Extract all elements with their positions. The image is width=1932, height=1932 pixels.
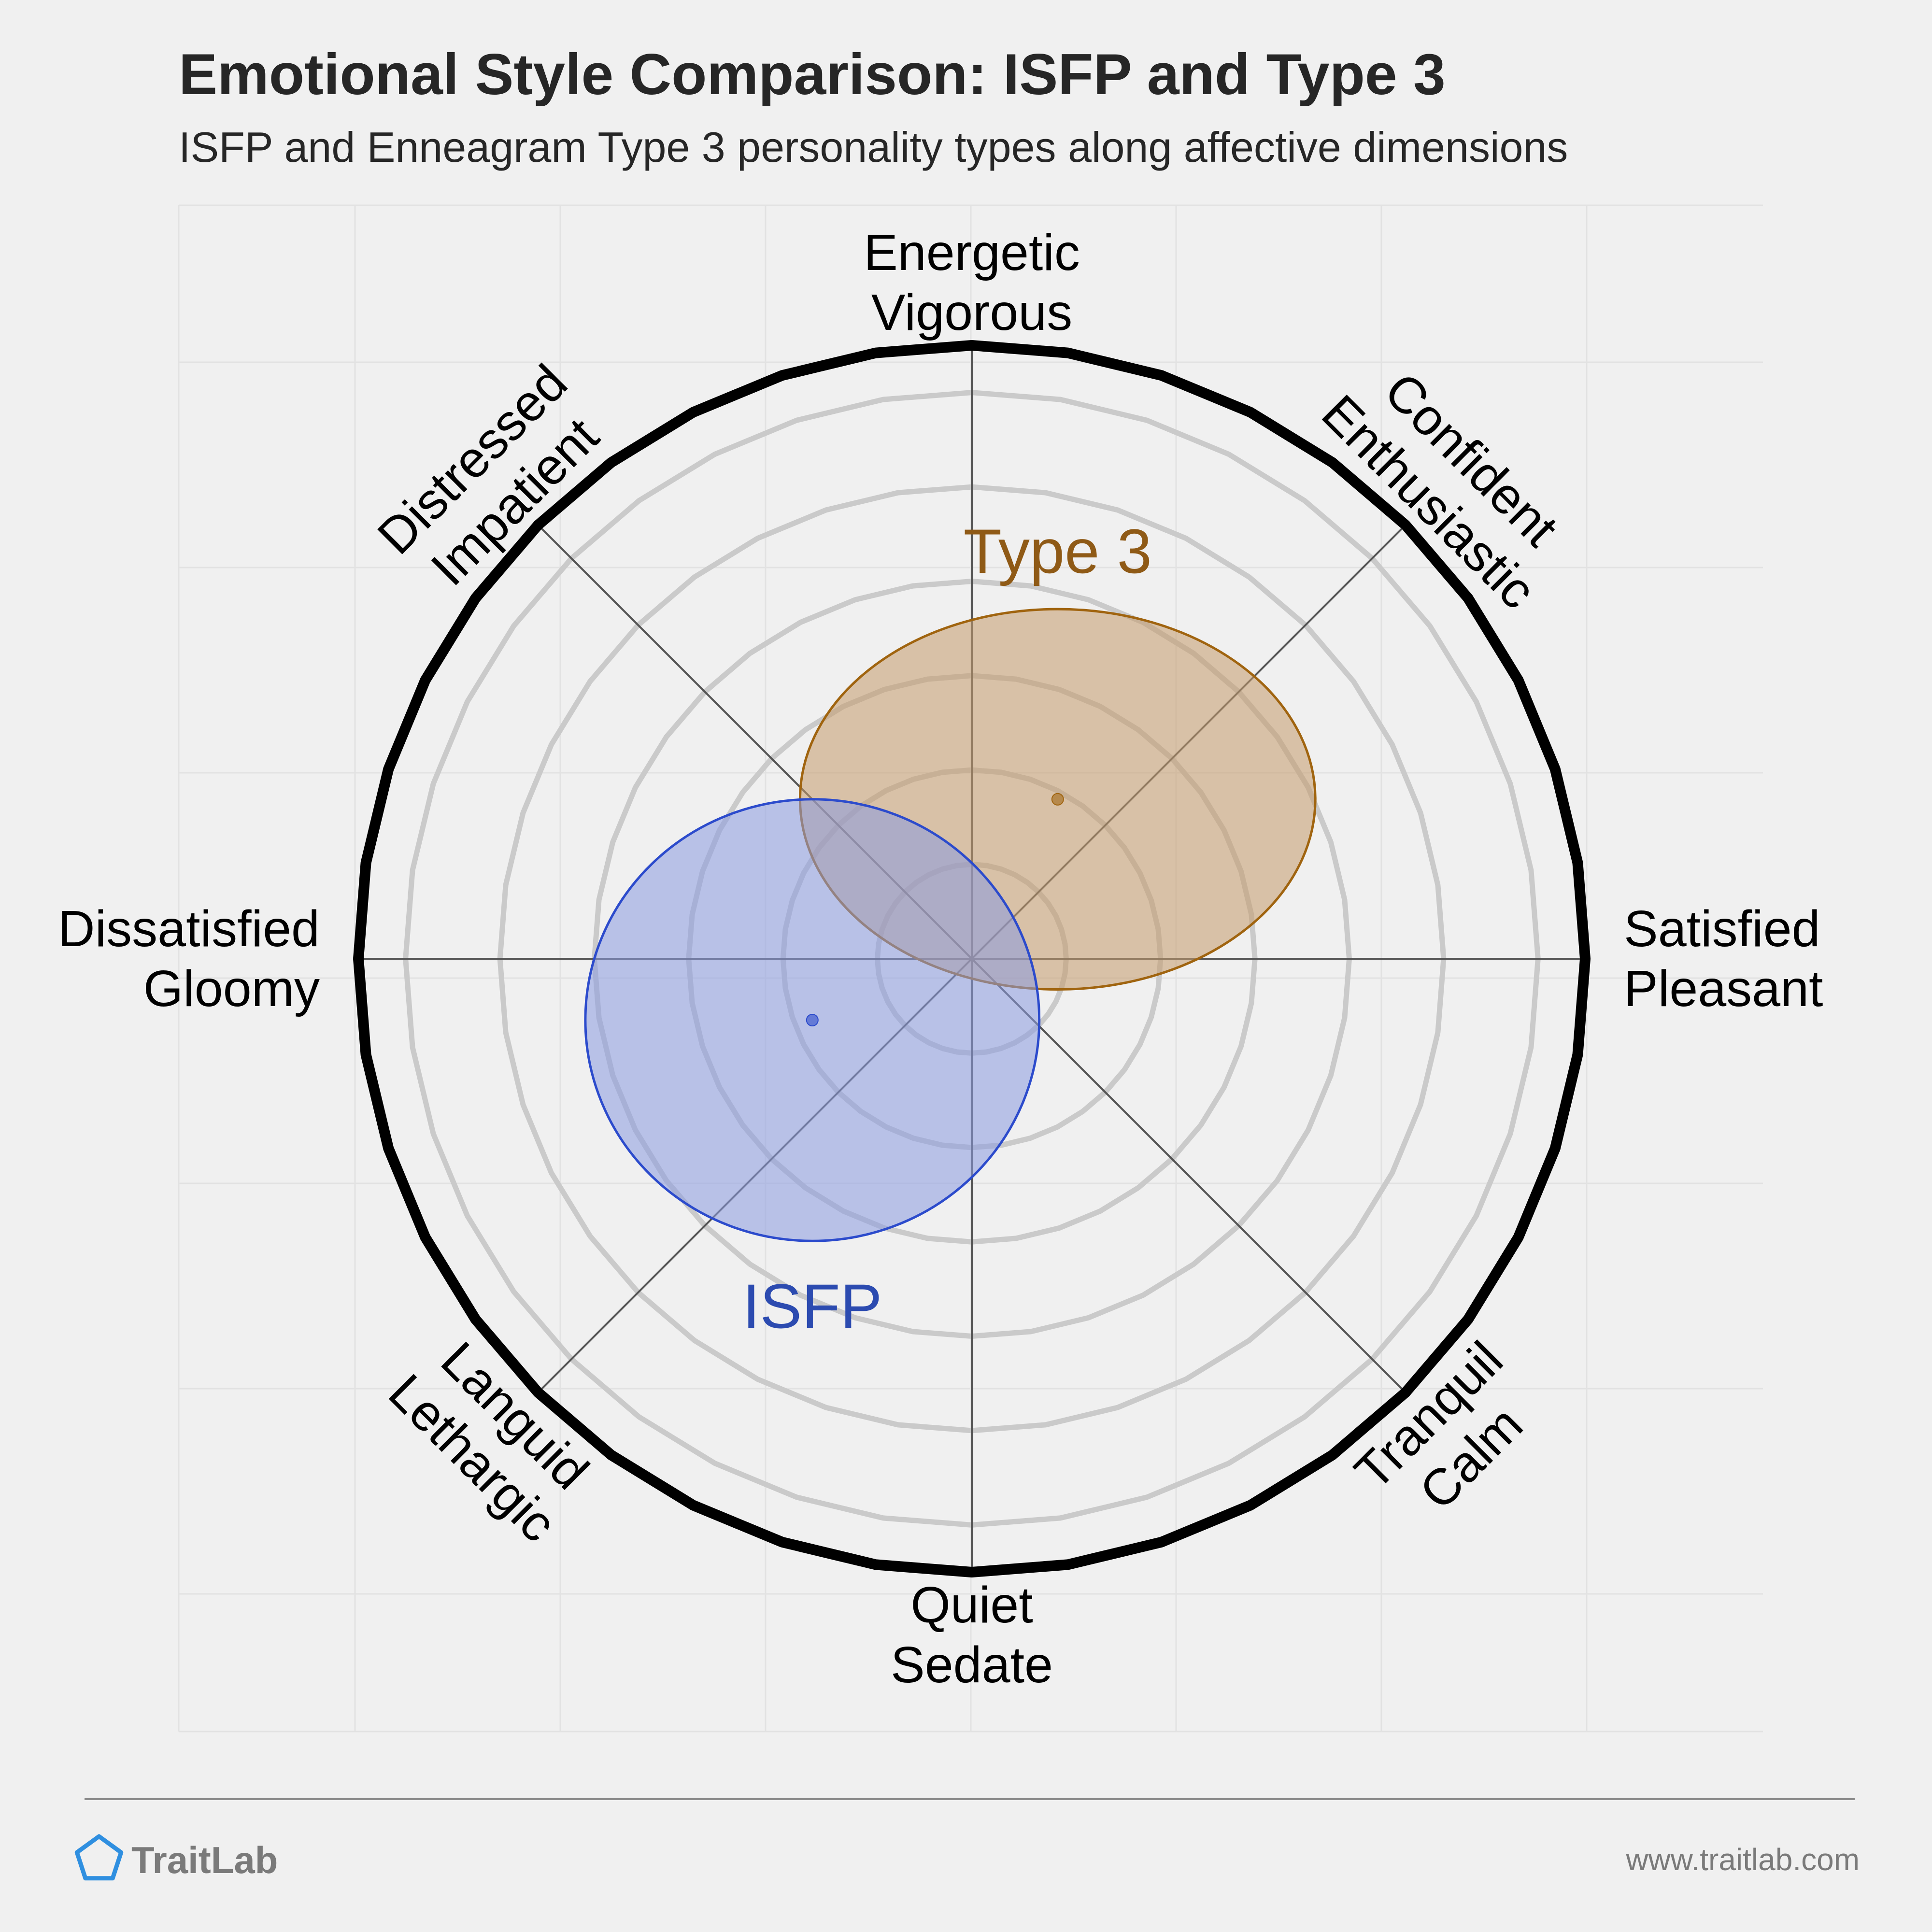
- brand-name: TraitLab: [131, 1839, 278, 1881]
- series-layer: Type 3 ISFP: [584, 516, 1317, 1341]
- axis-label-line: Satisfied: [1624, 900, 1820, 957]
- axis-label-line: Quiet: [910, 1577, 1033, 1634]
- chart-title: Emotional Style Comparison: ISFP and Typ…: [179, 42, 1446, 107]
- series-center-point-isfp: [806, 1014, 819, 1026]
- series-center-point-type-3: [1051, 793, 1064, 806]
- axis-label-line: Sedate: [891, 1636, 1053, 1693]
- axis-label-line: Energetic: [864, 224, 1080, 281]
- outer-ring-layer: [353, 340, 1591, 1577]
- axis-label-line: Pleasant: [1624, 960, 1823, 1017]
- series-label-type-3: Type 3: [964, 516, 1152, 586]
- axis-label-line: Vigorous: [871, 284, 1072, 341]
- axis-label-line: Gloomy: [143, 960, 320, 1017]
- series-label-isfp: ISFP: [742, 1271, 882, 1341]
- axis-label-line: Dissatisfied: [58, 900, 320, 957]
- website-url: www.traitlab.com: [1625, 1842, 1860, 1877]
- pentagon-logo-icon: [74, 1834, 124, 1881]
- chart-subtitle: ISFP and Enneagram Type 3 personality ty…: [179, 123, 1568, 171]
- outer-ring: [353, 340, 1591, 1577]
- axis-labels: EnergeticVigorousConfidentEnthusiasticSa…: [58, 224, 1823, 1693]
